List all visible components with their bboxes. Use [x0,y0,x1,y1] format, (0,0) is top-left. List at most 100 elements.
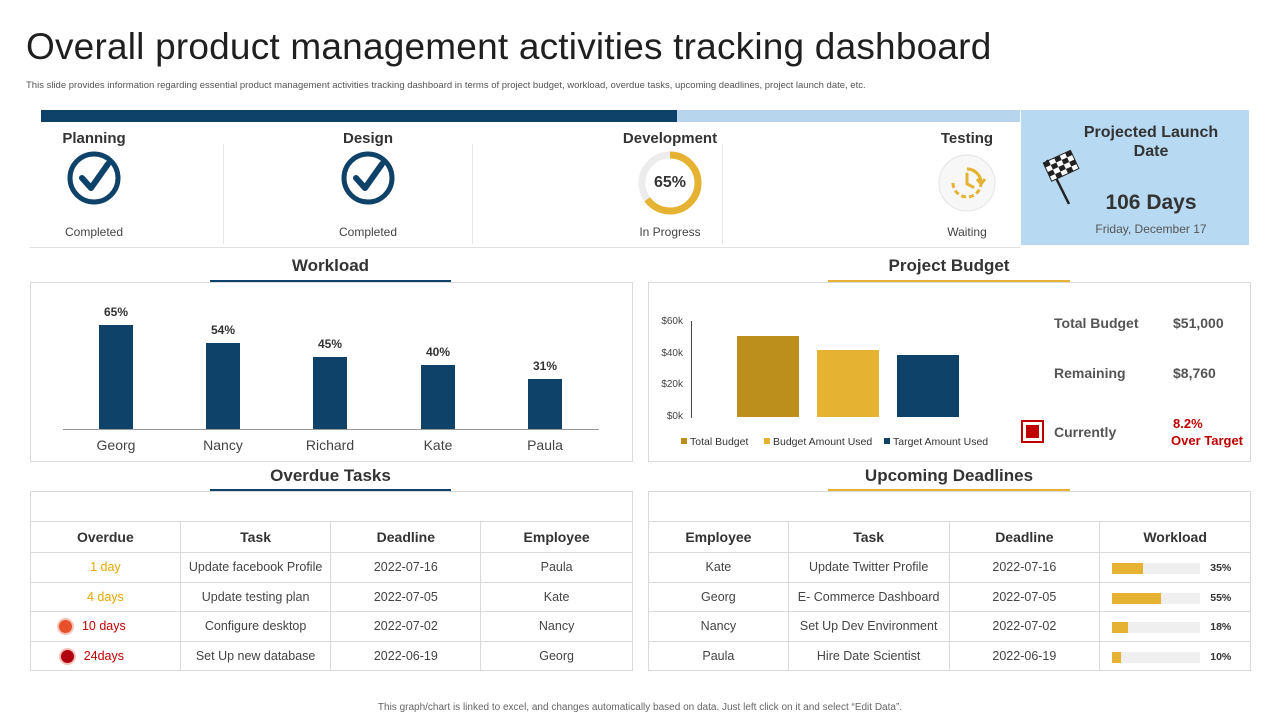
stage-development: Development 65% In Progress [604,122,736,248]
stage-status: Completed [338,225,398,239]
workload-bar-label: 31% [532,359,558,374]
budget-panel: $60k $40k $20k $0k Total Budget Budget Amou… [648,282,1251,462]
launch-title: Projected Launch Date [1083,124,1219,160]
task-cell: Set Up new database [179,640,332,671]
workload-bar-fill [1112,592,1161,604]
column-header: Employee [480,521,633,553]
overdue-value: 24days [83,648,125,663]
budget-tick-label: $60k [661,316,683,327]
check-circle-icon [67,151,121,205]
employee-cell: Paula [648,640,789,671]
overdue-cell: 24days [30,640,181,671]
workload-axis [63,429,599,430]
workload-percent: 35% [1210,562,1232,574]
launch-date-card: Projected Launch Date 106 Days Friday, D… [1021,110,1249,245]
deadline-cell: 2022-06-19 [948,640,1101,671]
overdue-cell: 1 day [30,552,181,583]
employee-cell: Nancy [480,611,633,642]
workload-bar [528,379,562,429]
table-row: 10 days Configure desktop 2022-07-02 Nancy [30,611,633,642]
progress-ring-icon: 65% [637,150,703,216]
task-cell: Hire Date Scientist [787,640,950,671]
budget-title: Project Budget [888,256,1010,275]
table-header-row: Overdue Task Deadline Employee [30,521,633,553]
footer-note: This graph/chart is linked to excel, and… [377,702,903,713]
stage-planning: Planning Completed [30,122,158,248]
employee-cell: Kate [648,552,789,583]
stage-testing: Testing Waiting [918,122,1016,248]
progress-bar-completed [41,110,677,122]
budget-bar [737,336,799,417]
budget-axis [691,321,692,418]
deadline-cell: 2022-07-16 [948,552,1101,583]
workload-bar [206,342,240,429]
stage-divider [472,144,473,244]
deadline-cell: 2022-07-02 [330,611,482,642]
check-circle-icon [341,151,395,205]
workload-title: Workload [291,256,370,275]
workload-category-label: Paula [527,437,563,453]
workload-percent: 10% [1210,650,1232,663]
column-header: Deadline [948,521,1101,553]
table-row: 1 day Update facebook Profile 2022-07-16 Pa… [30,552,633,583]
progress-bar-remaining [677,110,1020,122]
overdue-value: 10 days [81,619,126,634]
employee-cell: Paula [480,552,633,583]
stage-divider [722,144,723,244]
overdue-title: Overdue Tasks [270,466,391,485]
workload-category-label: Nancy [203,437,243,453]
development-percent: 65% [653,174,687,191]
stage-label: Testing [940,130,994,147]
remaining-label: Remaining [1054,365,1126,381]
launch-date: Friday, December 17 [1095,222,1207,236]
budget-tick-label: $0k [666,411,683,422]
workload-category-label: Richard [305,437,355,453]
stage-divider [223,144,224,244]
employee-cell: Nancy [648,611,789,642]
launch-days: 106 Days [1105,191,1197,214]
workload-bar [313,357,347,429]
task-cell: Update Twitter Profile [787,552,950,583]
alert-dot-icon [58,620,72,634]
task-cell: Set Up Dev Environment [787,611,950,642]
workload-bar-track [1112,651,1201,663]
workload-bar-fill [1112,563,1144,574]
workload-category-label: Georg [96,437,136,453]
workload-bar-label: 54% [210,322,236,337]
legend-total-budget: Total Budget [681,436,748,448]
workload-bar-track [1112,563,1201,574]
remaining-value: $8,760 [1173,365,1216,381]
workload-bar-fill [1112,622,1129,633]
legend-target-used: Target Amount Used [884,436,988,448]
table-header-row: Employee Task Deadline Workload [648,521,1251,553]
currently-note: Over Target [1171,433,1244,448]
deadline-cell: 2022-07-05 [948,581,1101,612]
deadline-cell: 2022-07-16 [330,552,482,583]
task-cell: Update testing plan [179,581,332,612]
workload-bar-fill [1112,651,1122,663]
table-row: Kate Update Twitter Profile 2022-07-16 35% [648,552,1251,583]
employee-cell: Georg [648,581,789,612]
task-cell: E- Commerce Dashboard [787,581,950,612]
workload-bar-label: 40% [425,345,451,359]
workload-bar-track [1112,592,1201,604]
workload-percent: 18% [1210,621,1232,633]
workload-cell: 35% [1099,552,1251,583]
budget-bar [817,350,879,417]
overdue-value: 4 days [86,589,124,604]
table-row: Paula Hire Date Scientist 2022-06-19 10% [648,640,1251,671]
workload-cell: 10% [1099,640,1251,671]
workload-bar [99,325,133,429]
deadline-cell: 2022-07-02 [948,611,1101,642]
overdue-cell: 10 days [30,611,181,642]
table-row: 24days Set Up new database 2022-06-19 Georg [30,640,633,671]
page-title: Overall product management activities tr… [26,26,992,67]
task-cell: Configure desktop [179,611,332,642]
deadline-cell: 2022-06-19 [330,640,482,671]
column-header: Deadline [330,521,482,553]
stage-status: Completed [64,225,124,239]
table-row: 4 days Update testing plan 2022-07-05 Kate [30,581,633,612]
column-header: Task [787,521,950,553]
alert-square-icon [1021,420,1044,443]
column-header: Task [179,521,332,553]
